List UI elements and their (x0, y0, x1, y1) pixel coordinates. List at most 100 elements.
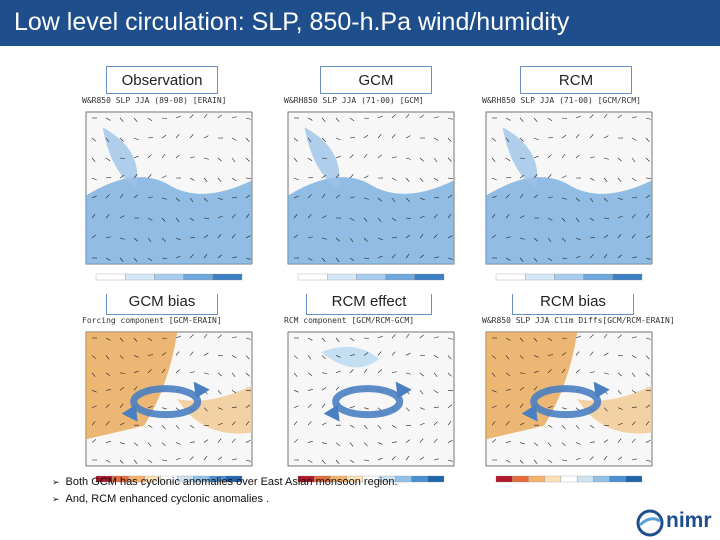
wind-vector (349, 459, 355, 464)
logo-text: nimr (666, 509, 712, 532)
colorbar-segment (427, 475, 445, 483)
colorbar-segment (327, 273, 357, 281)
wind-vector (491, 439, 497, 443)
wind-vector (307, 157, 313, 162)
wind-vector (363, 257, 370, 259)
wind-vector (377, 335, 383, 339)
wind-vector (645, 439, 651, 443)
humidity-shading (102, 127, 138, 188)
wind-vector (175, 217, 180, 223)
wind-vector (147, 406, 153, 409)
wind-vector (203, 253, 208, 259)
wind-vector (645, 177, 652, 179)
wind-vector (405, 455, 410, 461)
wind-vector (405, 439, 411, 443)
wind-vector (363, 197, 369, 200)
wind-vector (321, 157, 327, 159)
wind-vector (349, 406, 355, 409)
wind-vector (245, 257, 251, 260)
wind-vector (631, 438, 636, 443)
wind-vector (321, 117, 326, 122)
map-rcm-effect (287, 331, 455, 483)
wind-vector (603, 407, 608, 412)
wind-vector (505, 117, 511, 121)
wind-vector (203, 157, 209, 160)
colorbar-segment (554, 273, 584, 281)
wind-vector (519, 215, 525, 219)
wind-vector (433, 336, 439, 339)
colorbar-segment (411, 475, 428, 483)
wind-vector (321, 237, 327, 240)
colorbar-segment (395, 475, 412, 483)
wind-vector (631, 336, 637, 339)
wind-vector (631, 372, 636, 377)
wind-vector (519, 193, 524, 199)
wind-vector (405, 157, 411, 160)
label-observation: Observation (106, 66, 218, 94)
wind-vector (307, 117, 313, 121)
wind-vector (533, 117, 538, 123)
wind-vector (589, 156, 595, 159)
wind-vector (561, 424, 566, 430)
wind-vector (217, 456, 223, 461)
wind-vector (91, 234, 97, 239)
panel-caption: W&R850 SLP JJA Clim Diffs[GCM/RCM-ERAIN] (482, 316, 675, 325)
wind-vector (491, 372, 496, 377)
wind-vector (335, 386, 340, 391)
wind-vector (147, 237, 152, 243)
wind-vector (405, 352, 411, 356)
wind-vector (447, 355, 452, 360)
humidity-shading (304, 127, 340, 188)
wind-vector (405, 217, 412, 219)
wind-vector (349, 196, 355, 199)
wind-vector (133, 117, 138, 123)
wind-vector (161, 217, 166, 222)
wind-vector (189, 197, 194, 203)
wind-vector (189, 156, 195, 159)
wind-vector (217, 254, 223, 259)
wind-vector (133, 355, 139, 358)
wind-vector (161, 337, 167, 339)
wind-vector (307, 214, 312, 219)
wind-vector (105, 257, 111, 261)
wind-vector (189, 371, 195, 374)
wind-vector (175, 457, 181, 461)
wind-vector (589, 114, 594, 119)
wind-vector (617, 456, 623, 461)
label-gcm: GCM (320, 66, 432, 94)
wind-vector (631, 214, 636, 219)
wind-vector (575, 457, 581, 461)
cyclone-arrowhead-icon (193, 381, 210, 399)
wind-vector (617, 157, 622, 162)
wind-vector (321, 422, 327, 426)
wind-vector (419, 407, 425, 410)
wind-vector (419, 157, 424, 162)
wind-vector (491, 355, 497, 359)
wind-vector (589, 236, 595, 239)
wind-vector (293, 390, 299, 393)
wind-vector (377, 457, 383, 461)
map-gcm-bias (85, 331, 253, 483)
wind-vector (245, 404, 251, 408)
wind-vector (363, 237, 368, 242)
wind-vector (391, 441, 397, 443)
wind-vector (519, 387, 525, 391)
colorbar-segment (495, 475, 513, 483)
wind-vector (349, 217, 355, 221)
wind-vector (335, 355, 341, 358)
wind-vector (377, 442, 383, 445)
wind-vector (231, 355, 237, 359)
wind-vector (603, 197, 608, 202)
wind-vector (561, 352, 567, 356)
wind-vector (335, 442, 340, 447)
wind-vector (293, 177, 299, 181)
wind-vector (231, 157, 236, 163)
wind-vector (307, 421, 312, 426)
wind-vector (119, 137, 124, 142)
wind-vector (203, 439, 209, 443)
nimr-globe-icon (636, 509, 664, 537)
wind-vector (335, 155, 341, 159)
wind-vector (603, 177, 608, 182)
map-panel-gcm: W&RH850 SLP JJA (71-00) [GCM] (280, 96, 466, 294)
wind-vector (105, 137, 110, 143)
